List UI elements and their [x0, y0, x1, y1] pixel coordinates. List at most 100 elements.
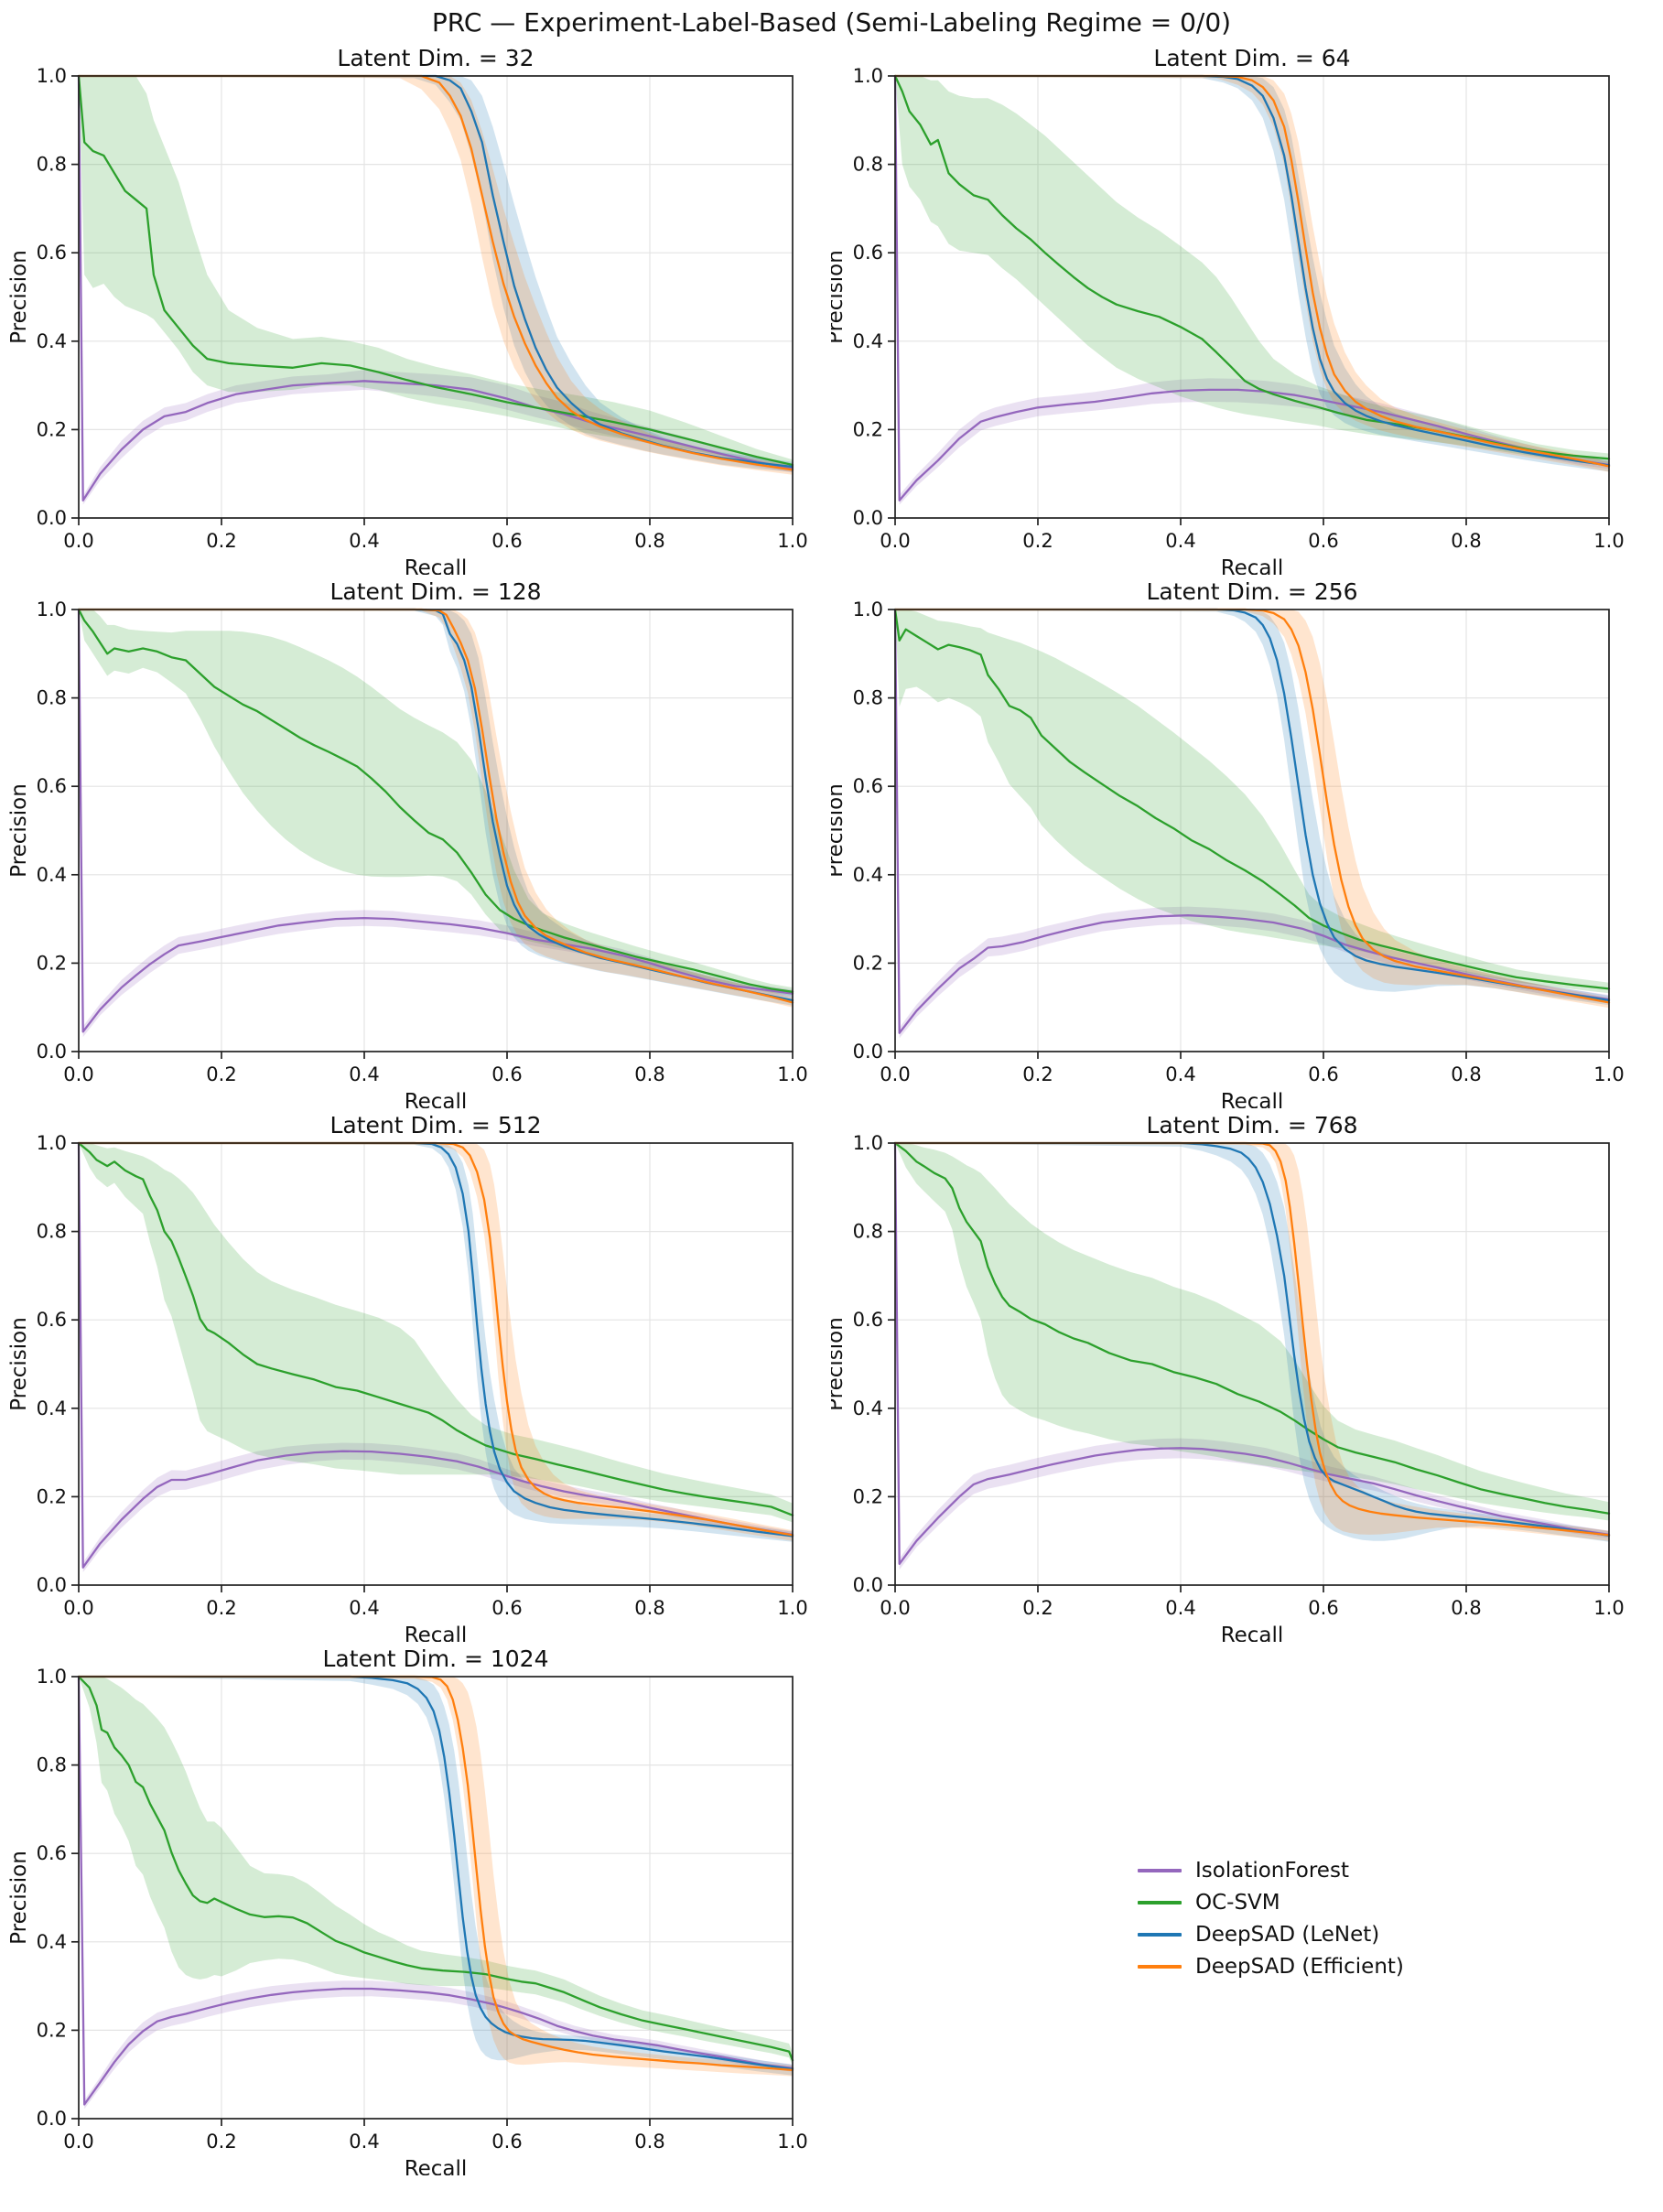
x-tick-label: 1.0	[777, 530, 807, 552]
x-tick-label: 0.6	[491, 530, 522, 552]
series-line-deepsad-efficient	[77, 74, 794, 471]
x-tick-label: 0.4	[349, 1597, 379, 1619]
axes-frame	[78, 609, 794, 1052]
subplot-cell-latent-512: 0.0 0.0 0.2 0.2 0.4 0.4 0.6 0.6 0.8 0.8 1.0 1.0 Reca…	[0, 1108, 831, 1647]
x-tick-label: 0.2	[1022, 1597, 1053, 1619]
x-tick-label: 0.0	[880, 530, 910, 552]
axes-frame	[894, 609, 1610, 1052]
y-tick-label: 0.2	[37, 952, 67, 974]
y-axis-label: Precision	[831, 783, 848, 878]
x-tick-label: 0.8	[634, 530, 664, 552]
x-tick-label: 0.0	[880, 1597, 910, 1619]
y-tick-label: 1.0	[853, 599, 883, 620]
subplot-cell-latent-768: 0.0 0.0 0.2 0.2 0.4 0.4 0.6 0.6 0.8 0.8 1.0 1.0 Reca…	[824, 1108, 1662, 1647]
x-axis-label: Recall	[405, 2157, 468, 2175]
y-tick-label: 0.6	[853, 242, 883, 264]
legend-item-isolationforest: IsolationForest	[1138, 1860, 1404, 1882]
y-tick-label: 0.4	[37, 1931, 67, 1953]
y-tick-label: 0.4	[853, 1397, 883, 1419]
y-tick-label: 0.4	[37, 864, 67, 886]
x-tick-label: 0.6	[1308, 530, 1338, 552]
y-tick-label: 0.0	[853, 1041, 883, 1063]
subplot-cell-latent-1024: 0.0 0.0 0.2 0.2 0.4 0.4 0.6 0.6 0.8 0.8 1.0 1.0 Reca…	[0, 1642, 831, 2181]
x-tick-label: 0.0	[880, 1063, 910, 1085]
series-line-deepsad-lenet	[893, 1141, 1611, 1538]
series-line-deepsad-lenet	[77, 1675, 794, 2071]
band-oc-svm	[79, 1677, 793, 2066]
x-tick-label: 1.0	[777, 1063, 807, 1085]
subplot-title: Latent Dim. = 1024	[323, 1646, 549, 1672]
legend-swatch-isolationforest	[1138, 1869, 1182, 1872]
legend-label: DeepSAD (Efficient)	[1195, 1955, 1404, 1979]
legend-item-deepsad-efficient: DeepSAD (Efficient)	[1138, 1956, 1404, 1978]
y-tick-label: 0.2	[853, 952, 883, 974]
x-axis-label: Recall	[405, 556, 468, 575]
x-tick-label: 0.4	[349, 530, 379, 552]
y-tick-label: 0.6	[37, 775, 67, 797]
series-line-oc-svm	[893, 1141, 1611, 1515]
band-isolationforest	[895, 1143, 1609, 1570]
x-tick-label: 0.2	[1022, 530, 1053, 552]
y-tick-label: 0.0	[37, 507, 67, 529]
axes-frame	[78, 1676, 794, 2120]
x-tick-label: 0.6	[491, 1597, 522, 1619]
y-tick-label: 0.6	[37, 242, 67, 264]
subplot-title: Latent Dim. = 768	[1146, 1112, 1357, 1138]
series-line-isolationforest	[893, 608, 1611, 1034]
y-tick-label: 0.8	[853, 687, 883, 709]
subplot-latent-dim-32: 0.00.0 0.2 0.2 0.4 0.4 0.6 0.6 0.8 0.8 1.0 1.0 Reca…	[7, 45, 808, 580]
band-isolationforest	[895, 610, 1609, 1039]
subplot-latent-dim-768: 0.00.0 0.2 0.2 0.4 0.4 0.6 0.6 0.8 0.8 1.0 1.0 Reca…	[824, 1112, 1625, 1647]
legend-label: IsolationForest	[1195, 1859, 1349, 1883]
series-line-deepsad-lenet	[77, 1141, 794, 1538]
y-tick-label: 0.4	[853, 864, 883, 886]
y-axis-label: Precision	[7, 1317, 31, 1411]
y-tick-label: 0.8	[37, 1754, 67, 1776]
axes-frame	[894, 75, 1610, 519]
x-tick-label: 0.6	[1308, 1597, 1338, 1619]
y-tick-label: 0.4	[37, 1397, 67, 1419]
x-tick-label: 0.2	[206, 530, 236, 552]
x-axis-label: Recall	[405, 1624, 468, 1642]
x-tick-label: 0.4	[349, 2131, 379, 2153]
x-tick-label: 0.8	[1451, 1597, 1481, 1619]
series-line-oc-svm	[893, 608, 1611, 990]
x-axis-label: Recall	[405, 1090, 468, 1108]
subplot-title: Latent Dim. = 128	[329, 578, 541, 605]
x-tick-label: 0.2	[206, 1597, 236, 1619]
y-tick-label: 0.0	[37, 2108, 67, 2130]
subplot-cell-latent-32: 0.0 0.0 0.2 0.2 0.4 0.4 0.6 0.6 0.8 0.8 1.0 1.0 Reca…	[0, 41, 831, 580]
series-line-oc-svm	[77, 608, 794, 993]
y-tick-label: 0.6	[37, 1309, 67, 1331]
series-line-oc-svm	[893, 74, 1611, 460]
y-axis-label: Precision	[7, 783, 31, 878]
subplot-cell-latent-128: 0.0 0.0 0.2 0.2 0.4 0.4 0.6 0.6 0.8 0.8 1.0 1.0 Reca…	[0, 575, 831, 1114]
x-tick-label: 0.4	[1165, 530, 1195, 552]
y-tick-label: 0.0	[37, 1041, 67, 1063]
x-tick-label: 0.0	[63, 1597, 93, 1619]
axes-frame	[894, 1142, 1610, 1586]
y-tick-label: 0.0	[37, 1574, 67, 1596]
subplot-title: Latent Dim. = 32	[337, 45, 534, 71]
y-tick-label: 1.0	[853, 65, 883, 87]
legend-label: OC-SVM	[1195, 1891, 1280, 1915]
x-tick-label: 1.0	[1593, 1063, 1624, 1085]
series-line-isolationforest	[893, 74, 1611, 502]
y-tick-label: 0.8	[37, 1221, 67, 1243]
x-tick-label: 0.2	[206, 2131, 236, 2153]
axes-frame	[78, 75, 794, 519]
x-tick-label: 1.0	[777, 2131, 807, 2153]
y-axis-label: Precision	[831, 1317, 848, 1411]
series-line-deepsad-lenet	[893, 608, 1611, 1002]
y-tick-label: 0.6	[853, 1309, 883, 1331]
band-oc-svm	[895, 76, 1609, 464]
subplot-latent-dim-512: 0.00.0 0.2 0.2 0.4 0.4 0.6 0.6 0.8 0.8 1.0 1.0 Reca…	[7, 1112, 808, 1647]
subplot-latent-dim-64: 0.00.0 0.2 0.2 0.4 0.4 0.6 0.6 0.8 0.8 1.0 1.0 Reca…	[824, 45, 1625, 580]
series-line-isolationforest	[893, 1141, 1611, 1565]
subplot-title: Latent Dim. = 64	[1153, 45, 1350, 71]
x-axis-label: Recall	[1221, 1624, 1284, 1642]
series-line-isolationforest	[77, 74, 794, 502]
figure-title: PRC — Experiment-Label-Based (Semi-Label…	[431, 7, 1232, 38]
x-tick-label: 0.6	[1308, 1063, 1338, 1085]
x-tick-label: 0.2	[1022, 1063, 1053, 1085]
